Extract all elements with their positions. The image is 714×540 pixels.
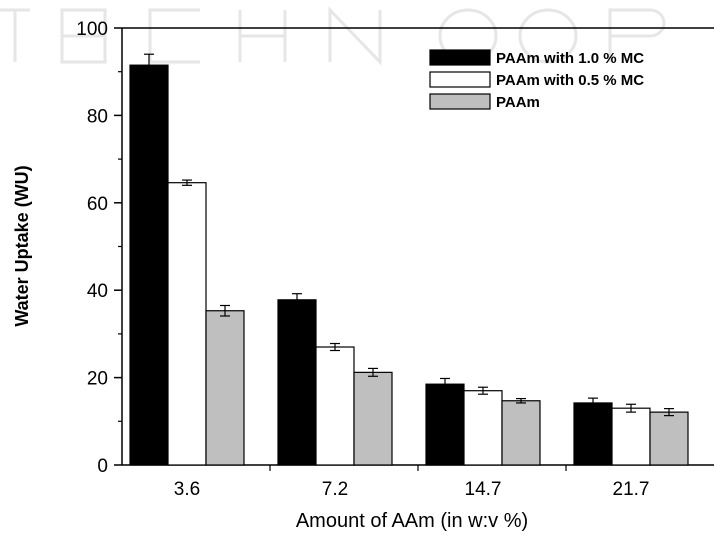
y-tick-label: 40 [87, 281, 108, 302]
bar [425, 383, 465, 466]
legend-swatch [429, 71, 491, 88]
legend-swatch [429, 93, 491, 110]
y-axis-title: Water Uptake (WU) [12, 165, 32, 326]
background-watermark [0, 6, 666, 66]
legend: PAAm with 1.0 % MC PAAm with 0.5 % MC PAAm [429, 49, 644, 111]
bar [353, 371, 393, 466]
y-tick-label: 20 [87, 369, 108, 390]
legend-swatch [429, 49, 491, 66]
bar [611, 407, 651, 466]
bar [649, 411, 689, 466]
legend-label: PAAm with 0.5 % MC [496, 72, 644, 89]
legend-label: PAAm [496, 94, 540, 111]
y-tick-label: 60 [87, 194, 108, 215]
y-tick-label: 100 [76, 19, 108, 40]
bar [205, 310, 245, 466]
legend-label: PAAm with 1.0 % MC [496, 50, 644, 67]
bar [573, 402, 613, 466]
bar [315, 346, 355, 466]
x-tick-label: 7.2 [322, 479, 348, 500]
x-axis-title: Amount of AAm (in w:v %) [296, 510, 528, 532]
bar [463, 390, 503, 466]
y-ticks: 0 20 40 60 80 100 [76, 19, 122, 477]
bar [129, 64, 169, 466]
x-tick-label: 14.7 [465, 479, 502, 500]
y-tick-label: 80 [87, 106, 108, 127]
y-tick-label: 0 [97, 456, 108, 477]
bar [501, 400, 541, 466]
x-tick-label: 21.7 [613, 479, 650, 500]
bar [167, 182, 207, 466]
x-tick-label: 3.6 [174, 479, 200, 500]
bar [277, 299, 317, 466]
bars-layer [129, 53, 689, 466]
x-ticks: 3.6 7.2 14.7 21.7 [174, 465, 650, 500]
